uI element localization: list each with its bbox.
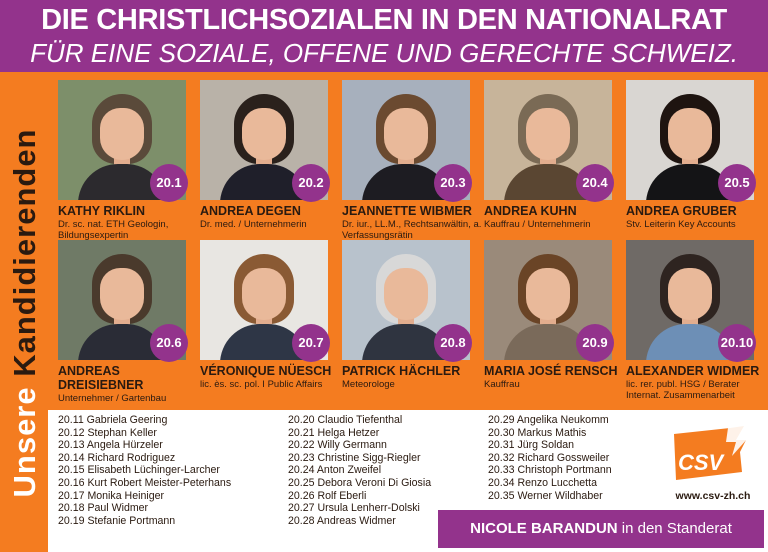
- list-item: 20.24 Anton Zweifel: [288, 464, 382, 477]
- csv-logo: CSV: [670, 424, 750, 484]
- list-item: 20.23 Christine Sigg-Riegler: [288, 451, 421, 464]
- list-item: 20.15 Elisabeth Lüchinger-Larcher: [58, 464, 220, 477]
- candidate-name: KATHY RIKLIN: [58, 204, 146, 218]
- photo-face: [384, 108, 428, 160]
- candidate-photo: [342, 80, 470, 200]
- vertical-word-2: Kandidierenden: [7, 128, 42, 377]
- website-url[interactable]: www.csv-zh.ch: [675, 490, 751, 502]
- list-number-badge: 20.9: [576, 324, 614, 362]
- list-item: 20.29 Angelika Neukomm: [488, 414, 609, 426]
- candidate-name: ANDREA GRUBER: [626, 204, 737, 218]
- photo-face: [100, 108, 144, 160]
- list-column-2: 20.20 Claudio Tiefenthal 20.21 Helga Hetz…: [288, 414, 431, 527]
- candidate-description: Meteorologe: [342, 379, 395, 390]
- list-item: 20.33 Christoph Portmann: [488, 464, 612, 477]
- list-item: 20.17 Monika Heiniger: [58, 489, 164, 502]
- standerat-text: in den Standerat: [617, 520, 732, 537]
- list-item: 20.19 Stefanie Portmann: [58, 514, 176, 527]
- list-item: 20.14 Richard Rodriguez: [58, 451, 176, 464]
- list-item: 20.28 Andreas Widmer: [288, 514, 396, 527]
- logo-text: CSV: [678, 450, 726, 475]
- page-title: DIE CHRISTLICHSOZIALEN IN DEN NATIONALRA…: [41, 4, 727, 36]
- list-item: 20.13 Angela Hürzeler: [58, 439, 163, 452]
- list-item: 20.25 Debora Veroni Di Giosia: [288, 476, 432, 489]
- list-number-badge: 20.10: [718, 324, 756, 362]
- candidate-photo: [342, 240, 470, 360]
- photo-face: [100, 268, 144, 320]
- candidate-name: JEANNETTE WIBMER: [342, 204, 472, 218]
- candidate-list: 20.11 Gabriela Geering 20.12 Stephan Kell…: [48, 410, 768, 552]
- candidate-name: ALEXANDER WIDMER: [626, 364, 760, 378]
- list-item: 20.11 Gabriela Geering: [58, 414, 168, 426]
- candidate-photo: [200, 80, 328, 200]
- candidate-photo: [626, 80, 754, 200]
- list-number-badge: 20.3: [434, 164, 472, 202]
- candidate-photo: [58, 240, 186, 360]
- list-item: 20.30 Markus Mathis: [488, 426, 587, 439]
- candidate-description: lic. ès. sc. pol. I Public Affairs: [200, 379, 323, 390]
- list-number-badge: 20.7: [292, 324, 330, 362]
- candidate-name: ANDREA KUHN: [484, 204, 577, 218]
- list-item: 20.16 Kurt Robert Meister-Peterhans: [58, 476, 232, 489]
- candidate-description: Dr. iur., LL.M., Rechtsanwältin, a. Verf…: [342, 219, 482, 241]
- list-item: 20.34 Renzo Lucchetta: [488, 476, 597, 489]
- candidate-name: PATRICK HÄCHLER: [342, 364, 461, 378]
- page-subtitle: FÜR EINE SOZIALE, OFFENE UND GERECHTE SC…: [30, 38, 738, 68]
- list-number-badge: 20.4: [576, 164, 614, 202]
- vertical-word-1: Unsere: [7, 386, 42, 498]
- candidate-description: Dr. med. / Unternehmerin: [200, 219, 307, 230]
- vertical-label-text: Unsere Kandidierenden: [7, 129, 43, 498]
- header-banner: DIE CHRISTLICHSOZIALEN IN DEN NATIONALRA…: [0, 0, 768, 72]
- list-item: 20.21 Helga Hetzer: [288, 426, 380, 439]
- candidate-description: Dr. sc. nat. ETH Geologin, Bildungsexper…: [58, 219, 169, 241]
- list-item: 20.18 Paul Widmer: [58, 502, 149, 515]
- list-item: 20.12 Stephan Keller: [58, 426, 157, 439]
- list-item: 20.20 Claudio Tiefenthal: [288, 414, 403, 426]
- photo-face: [668, 108, 712, 160]
- list-number-badge: 20.6: [150, 324, 188, 362]
- list-number-badge: 20.2: [292, 164, 330, 202]
- candidate-name: ANDREAS DREISIEBNER: [58, 364, 144, 392]
- list-item: 20.22 Willy Germann: [288, 439, 387, 452]
- candidate-name: VÉRONIQUE NÜESCH: [200, 364, 332, 378]
- candidate-description: Unternehmer / Gartenbau: [58, 393, 167, 404]
- list-column-1: 20.11 Gabriela Geering 20.12 Stephan Kell…: [58, 414, 231, 527]
- candidate-name: MARIA JOSÉ RENSCH: [484, 364, 618, 378]
- candidate-description: Stv. Leiterin Key Accounts: [626, 219, 736, 230]
- vertical-label: Unsere Kandidierenden: [2, 80, 48, 546]
- list-item: 20.31 Jürg Soldan: [488, 439, 574, 452]
- csv-logo-mark: CSV: [674, 424, 748, 480]
- list-number-badge: 20.8: [434, 324, 472, 362]
- candidate-photo: [626, 240, 754, 360]
- photo-face: [668, 268, 712, 320]
- candidate-description: lic. rer. publ. HSG / Berater Internat. …: [626, 379, 740, 401]
- photo-face: [242, 268, 286, 320]
- list-number-badge: 20.5: [718, 164, 756, 202]
- standerat-banner: NICOLE BARANDUN in den Standerat: [438, 510, 764, 548]
- list-item: 20.26 Rolf Eberli: [288, 489, 367, 502]
- photo-face: [526, 108, 570, 160]
- candidate-description: Kauffrau: [484, 379, 520, 390]
- standerat-name: NICOLE BARANDUN: [470, 520, 618, 537]
- list-item: 20.27 Ursula Lenherr-Dolski: [288, 502, 420, 515]
- candidate-name: ANDREA DEGEN: [200, 204, 301, 218]
- candidate-description: Kauffrau / Unternehmerin: [484, 219, 591, 230]
- photo-face: [526, 268, 570, 320]
- photo-face: [384, 268, 428, 320]
- list-item: 20.35 Werner Wildhaber: [488, 489, 603, 502]
- photo-face: [242, 108, 286, 160]
- list-column-3: 20.29 Angelika Neukomm 20.30 Markus Mathi…: [488, 414, 612, 502]
- candidate-photo: [200, 240, 328, 360]
- list-item: 20.32 Richard Gossweiler: [488, 451, 610, 464]
- list-number-badge: 20.1: [150, 164, 188, 202]
- candidate-photo: [484, 240, 612, 360]
